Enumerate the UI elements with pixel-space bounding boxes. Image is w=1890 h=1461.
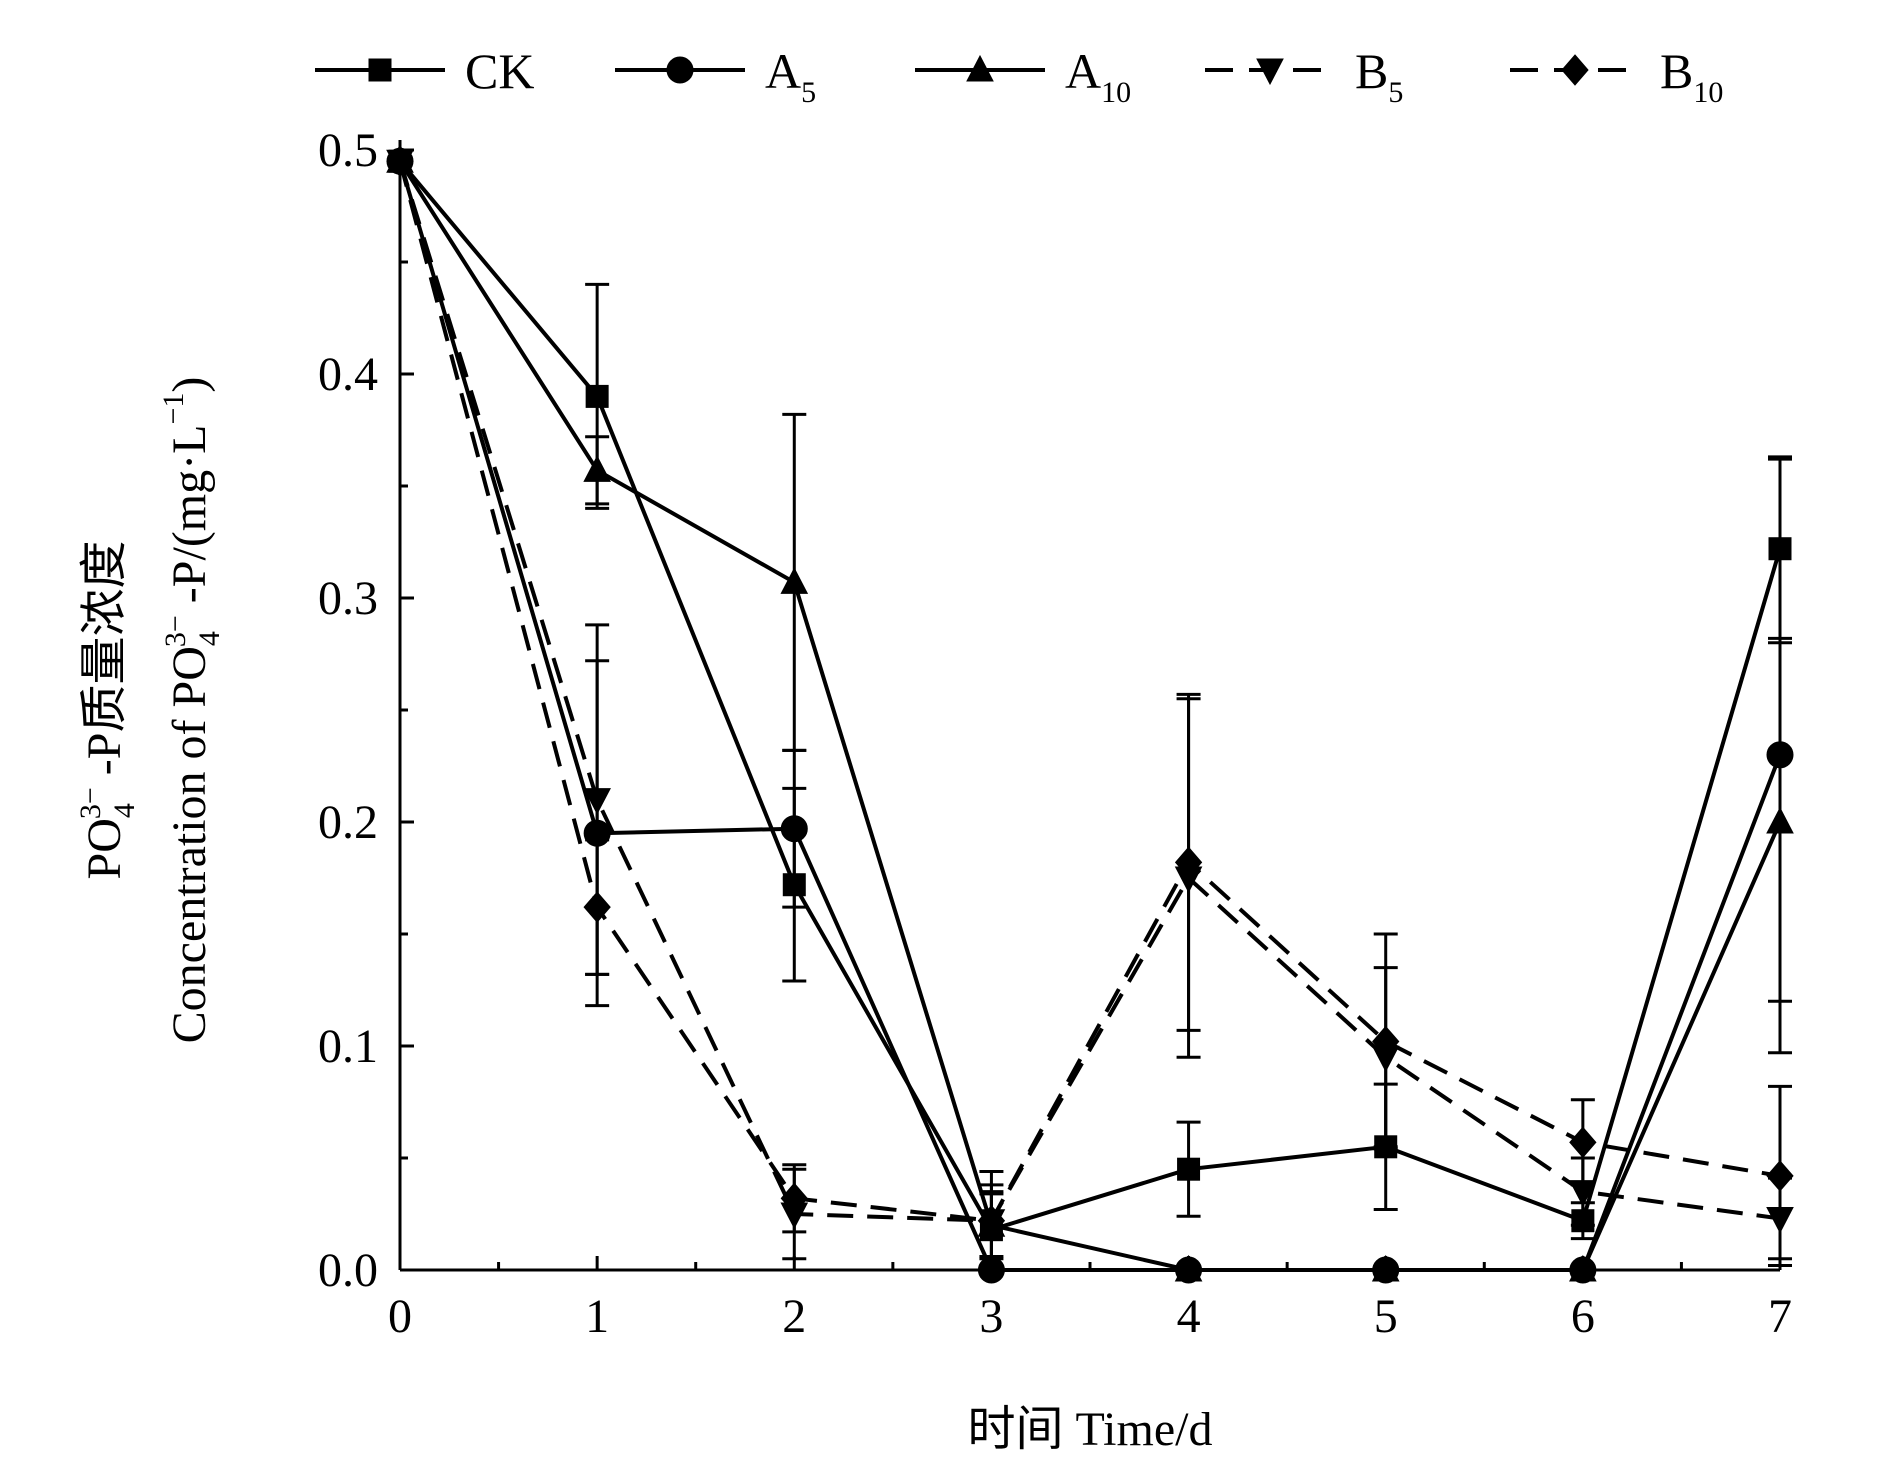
legend-marker — [368, 58, 392, 82]
data-point — [386, 145, 414, 177]
data-point — [1569, 1254, 1597, 1282]
series-layer — [386, 145, 1794, 1284]
legend-item-ck: CK — [315, 43, 534, 99]
series-line — [398, 160, 1782, 1272]
x-tick-label: 7 — [1768, 1290, 1792, 1343]
data-point — [1174, 1254, 1203, 1282]
legend-label: A10 — [1065, 43, 1131, 109]
series-line — [398, 160, 1781, 1223]
y-axis-title-en: Concentration of PO43− -P/(mg·L−1) — [157, 377, 226, 1044]
legend-marker — [966, 54, 994, 82]
y-axis-title-cn: PO43− -P质量浓度 — [74, 541, 141, 880]
data-point — [977, 1204, 1006, 1237]
legend-label: B5 — [1355, 43, 1403, 109]
legend: CK A5 A10 B5 B10 — [315, 43, 1723, 109]
legend-item-b5: B5 — [1205, 43, 1403, 109]
x-tick-label: 1 — [585, 1290, 609, 1343]
x-tick-label: 2 — [782, 1290, 806, 1343]
data-point — [583, 455, 611, 482]
series-line — [398, 160, 1781, 1223]
legend-item-b10: B10 — [1510, 43, 1723, 109]
data-point — [1372, 1025, 1400, 1058]
x-tick-label: 6 — [1571, 1290, 1595, 1343]
legend-item-a5: A5 — [615, 43, 816, 109]
data-point — [780, 567, 809, 594]
data-point — [1174, 846, 1203, 879]
data-point — [585, 384, 609, 408]
legend-marker — [666, 56, 694, 84]
legend-label: B10 — [1660, 43, 1723, 109]
data-point — [780, 815, 808, 843]
data-point — [1569, 1126, 1597, 1159]
series-line — [398, 160, 1782, 1272]
y-tick-label: 0.4 — [318, 348, 378, 401]
series-b10 — [386, 145, 1794, 1268]
x-tick-label: 3 — [979, 1290, 1003, 1343]
x-tick-label: 5 — [1374, 1290, 1398, 1343]
x-tick-label: 0 — [388, 1290, 412, 1343]
data-point — [1371, 1254, 1400, 1282]
data-point — [1766, 1160, 1794, 1192]
series-ck — [388, 149, 1792, 1268]
data-point — [1177, 1157, 1201, 1181]
y-tick-label: 0.5 — [318, 124, 378, 177]
y-tick-label: 0.1 — [318, 1020, 378, 1073]
series-line — [398, 159, 1782, 1232]
legend-label: CK — [465, 43, 534, 99]
series-a10 — [386, 146, 1794, 1282]
data-point — [1766, 806, 1794, 834]
y-tick-label: 0.0 — [318, 1244, 378, 1297]
y-tick-label: 0.2 — [318, 796, 378, 849]
legend-label: A5 — [765, 43, 816, 109]
axes: 0 1 2 3 4 5 6 7 0.0 0.1 0.2 0.3 0.4 0.5 — [318, 124, 1792, 1343]
data-point — [583, 891, 611, 923]
y-tick-label: 0.3 — [318, 572, 378, 625]
axis-titles: 时间 Time/d PO43− -P质量浓度 Concentration of PO… — [74, 377, 1212, 1456]
legend-marker — [1561, 54, 1589, 86]
data-point — [583, 788, 611, 815]
x-axis-title: 时间 Time/d — [968, 1403, 1213, 1456]
legend-item-a10: A10 — [915, 43, 1131, 109]
legend-marker — [1256, 58, 1284, 86]
data-point — [780, 1182, 808, 1215]
x-tick-label: 4 — [1177, 1290, 1201, 1343]
